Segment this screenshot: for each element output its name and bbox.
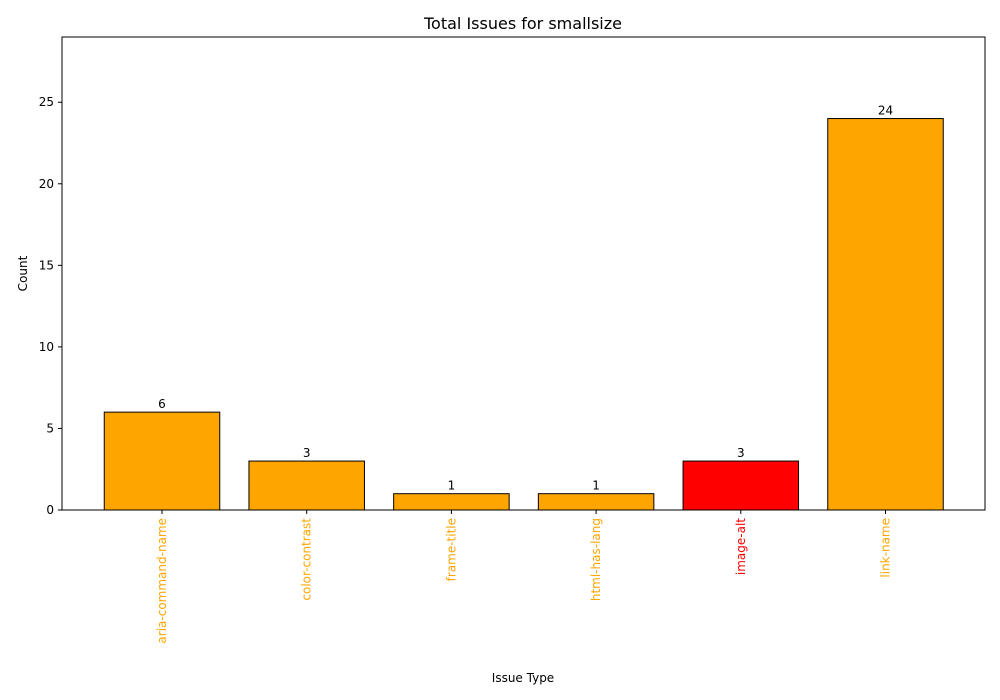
chart-title: Total Issues for smallsize — [423, 14, 622, 33]
data-label-frame-title: 1 — [448, 479, 456, 493]
y-tick-label: 10 — [39, 340, 54, 354]
y-tick-label: 20 — [39, 177, 54, 191]
bar-link-name — [827, 118, 944, 511]
plot-area — [61, 36, 986, 511]
data-label-html-has-lang: 1 — [592, 479, 600, 493]
data-label-link-name: 24 — [878, 104, 893, 118]
x-axis: aria-command-name color-contrast frame-tit… — [155, 510, 893, 644]
y-tick-label: 25 — [39, 95, 54, 109]
x-axis-label: Issue Type — [492, 671, 554, 685]
y-tick-label: 5 — [46, 421, 54, 435]
bar-image-alt — [682, 460, 800, 511]
y-tick-label: 15 — [39, 258, 54, 272]
bar-frame-title — [393, 493, 510, 511]
data-label-color-contrast: 3 — [303, 446, 311, 460]
bar-color-contrast — [248, 460, 365, 511]
x-tick-label-link-name: link-name — [879, 518, 893, 578]
x-tick-label-aria-command-name: aria-command-name — [155, 518, 169, 644]
x-tick-label-html-has-lang: html-has-lang — [589, 518, 603, 601]
x-tick-label-color-contrast: color-contrast — [300, 518, 314, 601]
y-tick-label: 0 — [46, 503, 54, 517]
data-label-image-alt: 3 — [737, 446, 745, 460]
x-tick-label-image-alt: image-alt — [734, 518, 748, 575]
bars — [103, 118, 944, 511]
x-tick-label-frame-title: frame-title — [444, 518, 458, 581]
bar-html-has-lang — [537, 493, 655, 511]
y-axis: 0 5 10 15 20 25 — [39, 95, 62, 517]
bar-aria-command-name — [103, 411, 221, 511]
plot-frame — [61, 36, 986, 511]
data-label-aria-command-name: 6 — [158, 397, 166, 411]
y-axis-label: Count — [16, 255, 30, 291]
data-labels: 6 3 1 1 3 24 — [158, 104, 893, 493]
